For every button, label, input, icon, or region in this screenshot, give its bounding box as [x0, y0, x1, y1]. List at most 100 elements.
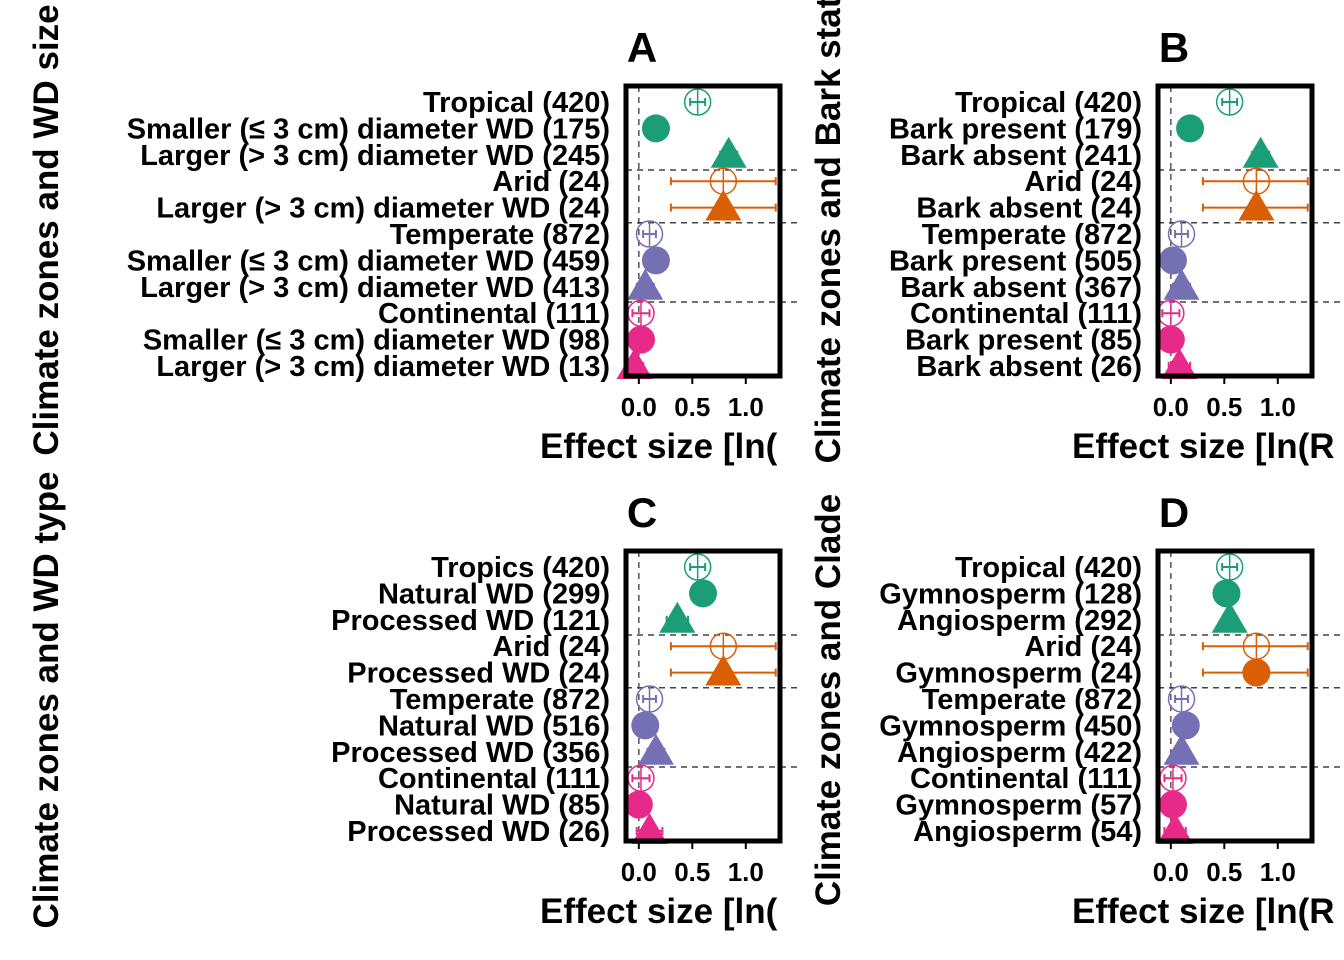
panel-title: C — [627, 489, 657, 536]
row-label: Temperate (872) — [390, 219, 610, 251]
row-label: Continental (111) — [910, 763, 1142, 795]
data-point — [631, 813, 668, 844]
data-point — [1157, 813, 1194, 844]
row-label: Processed WD (26) — [347, 816, 610, 848]
data-point — [1158, 790, 1187, 819]
data-point — [641, 246, 670, 275]
row-label: Tropical (420) — [423, 87, 610, 119]
panel-title: B — [1159, 24, 1189, 71]
x-tick-label: 0.0 — [1153, 857, 1189, 887]
row-label: Natural WD (85) — [394, 790, 610, 822]
row-label: Bark absent (241) — [900, 140, 1142, 172]
row-label: Continental (111) — [378, 298, 610, 330]
x-axis-label: Effect size [ln(R — [1072, 427, 1335, 466]
row-label: Tropical (420) — [955, 87, 1142, 119]
panel-frame — [1155, 548, 1315, 844]
data-point — [705, 189, 742, 221]
data-point — [1163, 268, 1200, 300]
panel-frame — [1155, 83, 1315, 379]
row-label: Larger (> 3 cm) diameter WD (413) — [140, 272, 610, 304]
ylabel-lower-mid: Climate zones and Clade — [809, 494, 848, 906]
row-label: Bark present (505) — [889, 245, 1142, 277]
data-point — [689, 579, 717, 608]
x-tick-label: 0.0 — [621, 392, 657, 422]
row-label: Tropics (420) — [431, 552, 610, 584]
row-label: Bark absent (26) — [916, 351, 1142, 383]
row-label: Tropical (420) — [955, 552, 1142, 584]
data-point — [637, 733, 674, 765]
x-tick-label: 0.5 — [674, 857, 710, 887]
data-point — [627, 268, 664, 300]
row-label: Larger (> 3 cm) diameter WD (13) — [156, 351, 610, 383]
row-label: Arid (24) — [492, 166, 610, 198]
row-label: Natural WD (299) — [378, 578, 610, 610]
row-label: Bark absent (24) — [916, 193, 1142, 225]
row-label: Natural WD (516) — [378, 710, 610, 742]
data-point — [1156, 325, 1185, 354]
row-label: Arid (24) — [492, 631, 610, 663]
row-label: Bark absent (367) — [900, 272, 1142, 304]
row-label: Larger (> 3 cm) diameter WD (245) — [140, 140, 610, 172]
x-axis-label: Effect size [ln(R — [1072, 892, 1335, 931]
data-point — [1211, 601, 1248, 633]
data-point — [710, 136, 747, 168]
row-label: Temperate (872) — [922, 684, 1142, 716]
x-tick-label: 0.0 — [1153, 392, 1189, 422]
panel-title: D — [1159, 489, 1189, 536]
data-point — [1171, 711, 1200, 740]
data-point — [641, 114, 670, 143]
data-point — [1242, 658, 1271, 687]
ylabel-upper-mid: Climate zones and Bark stat — [809, 0, 848, 463]
row-label: Processed WD (356) — [331, 737, 610, 769]
data-point — [1158, 246, 1187, 275]
x-tick-label: 1.0 — [1260, 392, 1296, 422]
panel-title: A — [627, 24, 657, 71]
data-point — [1161, 348, 1198, 379]
x-tick-label: 0.5 — [674, 392, 710, 422]
x-axis-label: Effect size [ln( — [540, 427, 778, 466]
x-axis-label: Effect size [ln( — [540, 892, 778, 931]
data-point — [624, 790, 653, 819]
panel-frame — [623, 83, 783, 379]
data-point — [1212, 579, 1241, 608]
ylabel-lower-left: Climate zones and WD type — [27, 471, 66, 928]
row-label: Temperate (872) — [922, 219, 1142, 251]
row-label: Continental (111) — [910, 298, 1142, 330]
row-label: Continental (111) — [378, 763, 610, 795]
row-label: Gymnosperm (128) — [879, 578, 1142, 610]
data-point — [659, 601, 696, 633]
row-label: Temperate (872) — [390, 684, 610, 716]
row-label: Angiosperm (54) — [913, 816, 1142, 848]
x-tick-label: 0.5 — [1206, 392, 1242, 422]
row-label: Smaller (≤ 3 cm) diameter WD (459) — [127, 245, 610, 277]
row-label: Larger (> 3 cm) diameter WD (24) — [156, 193, 610, 225]
data-point — [705, 654, 742, 686]
row-label: Processed WD (121) — [331, 605, 610, 637]
data-point — [1242, 136, 1279, 168]
data-point — [626, 325, 655, 354]
row-label: Smaller (≤ 3 cm) diameter WD (175) — [127, 113, 610, 145]
data-point — [1238, 189, 1275, 221]
row-label: Smaller (≤ 3 cm) diameter WD (98) — [143, 325, 610, 357]
row-label: Angiosperm (292) — [897, 605, 1142, 637]
row-label: Bark present (85) — [905, 325, 1142, 357]
data-point — [631, 711, 660, 740]
row-label: Bark present (179) — [889, 113, 1142, 145]
x-tick-label: 1.0 — [728, 857, 764, 887]
data-point — [1176, 114, 1205, 143]
row-label: Angiosperm (422) — [897, 737, 1142, 769]
x-tick-label: 1.0 — [1260, 857, 1296, 887]
row-label: Arid (24) — [1024, 631, 1142, 663]
row-label: Gymnosperm (450) — [879, 710, 1142, 742]
row-label: Gymnosperm (24) — [895, 658, 1142, 690]
x-tick-label: 1.0 — [728, 392, 764, 422]
x-tick-label: 0.5 — [1206, 857, 1242, 887]
panel-frame — [623, 548, 783, 844]
x-tick-label: 0.0 — [621, 857, 657, 887]
